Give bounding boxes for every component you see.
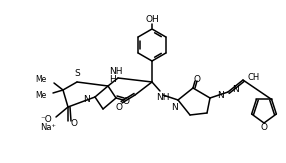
Text: N: N [84,96,90,104]
Text: N: N [232,84,239,94]
Text: O: O [194,74,200,83]
Text: NH: NH [156,92,170,102]
Text: O: O [116,104,122,112]
Text: CH: CH [248,73,260,82]
Text: N: N [172,103,178,111]
Text: O: O [71,119,78,127]
Text: Na⁺: Na⁺ [40,123,56,132]
Text: NH: NH [109,67,123,76]
Text: N: N [217,91,224,101]
Text: Me: Me [36,75,47,84]
Text: ⁻O: ⁻O [40,114,52,124]
Text: O: O [122,96,130,105]
Text: Me: Me [35,90,46,99]
Text: O: O [261,124,267,133]
Text: OH: OH [145,15,159,24]
Text: H: H [109,74,115,83]
Text: S: S [74,69,80,79]
